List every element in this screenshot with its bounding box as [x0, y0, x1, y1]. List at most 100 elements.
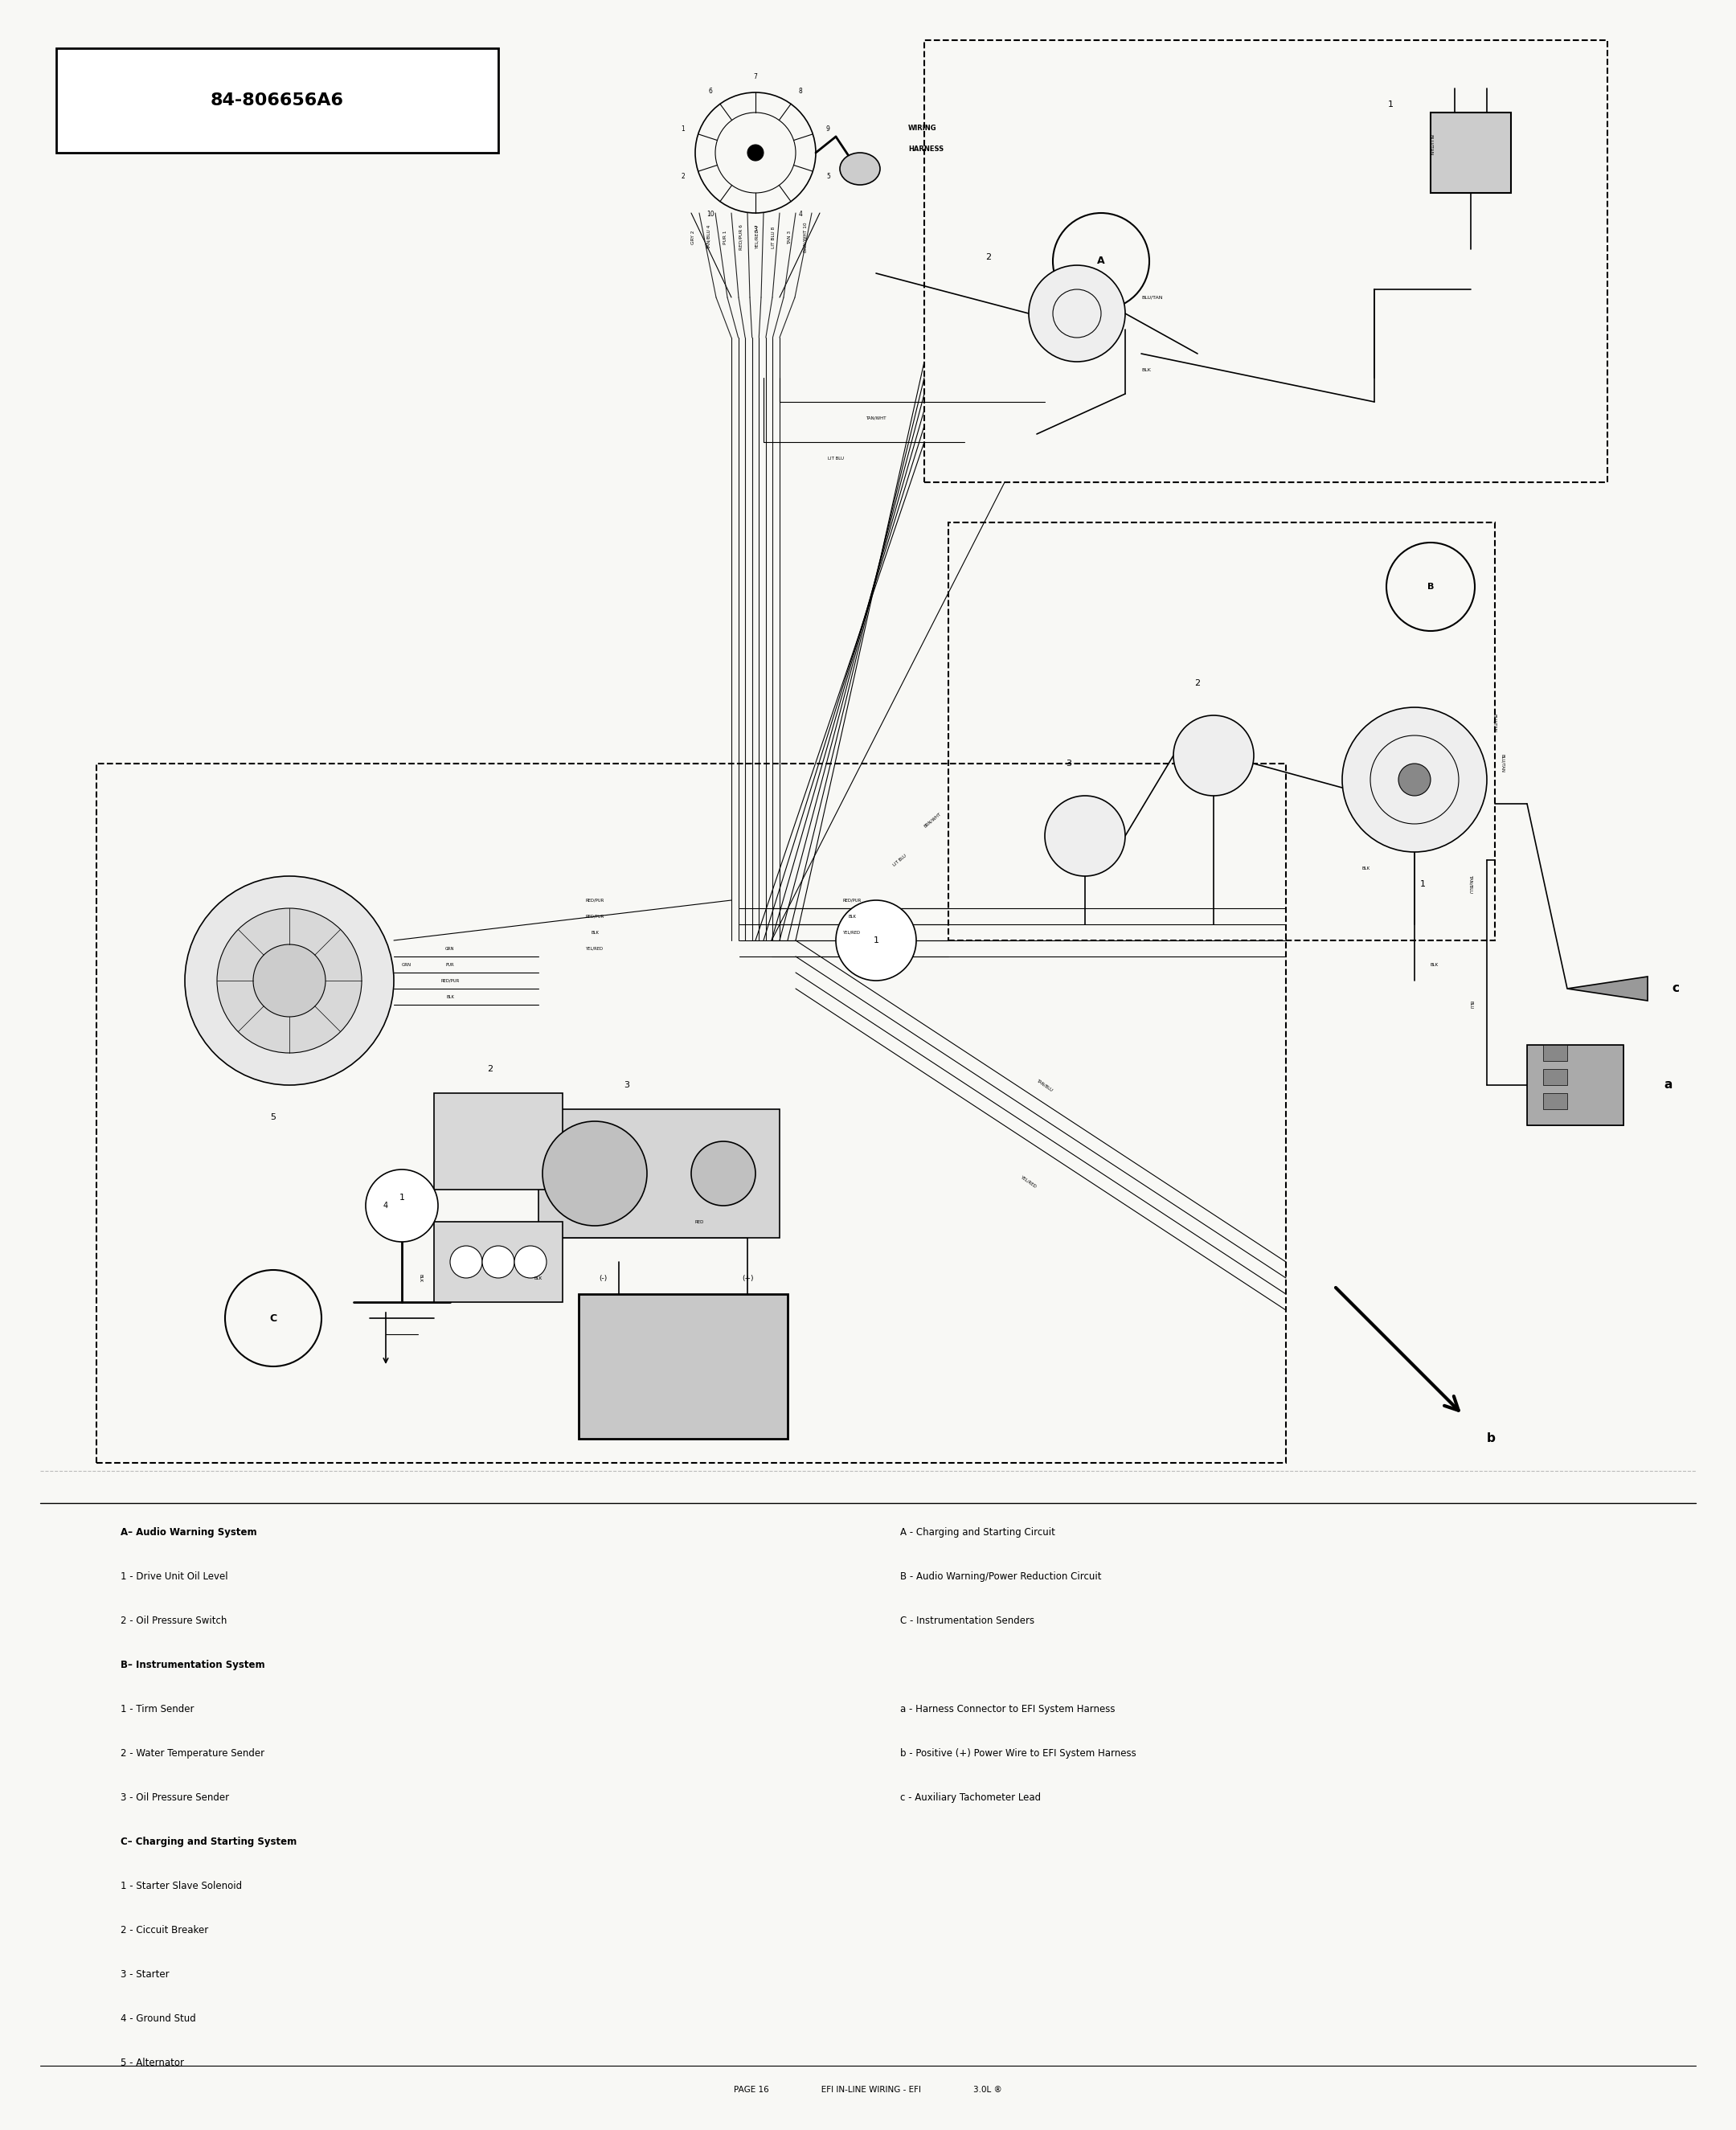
- Text: 1 - Drive Unit Oil Level: 1 - Drive Unit Oil Level: [120, 1572, 227, 1583]
- Text: 8: 8: [799, 87, 802, 94]
- Text: 7: 7: [753, 72, 757, 81]
- Text: 1: 1: [873, 937, 878, 944]
- Text: RED/PUR 6: RED/PUR 6: [740, 224, 743, 249]
- Bar: [1543, 1069, 1568, 1084]
- Text: 3 - Oil Pressure Sender: 3 - Oil Pressure Sender: [120, 1793, 229, 1802]
- Circle shape: [253, 944, 326, 1016]
- Text: 2 - Water Temperature Sender: 2 - Water Temperature Sender: [120, 1749, 264, 1759]
- Circle shape: [835, 901, 917, 980]
- Text: a: a: [1663, 1080, 1672, 1091]
- Text: BLK: BLK: [535, 1276, 543, 1280]
- Text: 1: 1: [681, 126, 684, 132]
- Circle shape: [542, 1120, 648, 1225]
- Circle shape: [691, 1142, 755, 1206]
- Text: 5 - Alternator: 5 - Alternator: [120, 2058, 184, 2068]
- Bar: [1543, 1093, 1568, 1110]
- Text: 10: 10: [707, 211, 715, 217]
- Text: GRN: GRN: [446, 946, 455, 950]
- Text: PUR: PUR: [446, 963, 455, 967]
- Text: WIRING: WIRING: [908, 126, 937, 132]
- Text: 3: 3: [623, 1082, 630, 1088]
- Text: 4: 4: [384, 1201, 389, 1210]
- Text: B– Instrumentation System: B– Instrumentation System: [120, 1659, 266, 1670]
- Text: 5: 5: [271, 1114, 276, 1120]
- Text: RED/PUR: RED/PUR: [585, 914, 604, 918]
- Text: YEL/RED 7: YEL/RED 7: [755, 226, 760, 249]
- Text: BLK: BLK: [418, 1274, 422, 1282]
- Text: BLU: BLU: [1469, 1001, 1472, 1010]
- Circle shape: [514, 1246, 547, 1278]
- Text: RED: RED: [694, 1220, 703, 1225]
- Text: (-): (-): [599, 1274, 608, 1282]
- Bar: [578, 1295, 788, 1438]
- Text: 3: 3: [753, 226, 757, 232]
- Text: PAGE 16                    EFI IN-LINE WIRING - EFI                    3.0L ®: PAGE 16 EFI IN-LINE WIRING - EFI 3.0L ®: [734, 2085, 1002, 2094]
- Circle shape: [1399, 763, 1430, 797]
- Text: (+): (+): [741, 1274, 753, 1282]
- Text: 2: 2: [681, 173, 684, 179]
- Text: 1: 1: [399, 1193, 404, 1201]
- Bar: [1543, 1046, 1568, 1061]
- Text: C– Charging and Starting System: C– Charging and Starting System: [120, 1836, 297, 1847]
- Text: TAN/BLU: TAN/BLU: [1036, 1078, 1054, 1093]
- Text: BRN/WHT: BRN/WHT: [924, 812, 941, 829]
- Text: TAN/BLU: TAN/BLU: [1469, 875, 1472, 892]
- Bar: [1528, 1046, 1623, 1125]
- Circle shape: [450, 1246, 483, 1278]
- Text: 2: 2: [488, 1065, 493, 1074]
- Bar: [97, 763, 1286, 1463]
- Text: A - Charging and Starting Circuit: A - Charging and Starting Circuit: [901, 1527, 1055, 1538]
- Text: 84-806656A6: 84-806656A6: [210, 92, 344, 109]
- Text: A: A: [1097, 256, 1104, 266]
- Bar: [1430, 113, 1510, 194]
- Text: 9: 9: [826, 126, 830, 132]
- Text: RED/PUR: RED/PUR: [441, 978, 460, 982]
- Text: BLK: BLK: [1141, 368, 1151, 373]
- Text: BLK: BLK: [847, 914, 856, 918]
- Text: 2 - Oil Pressure Switch: 2 - Oil Pressure Switch: [120, 1615, 227, 1625]
- Text: BLK: BLK: [446, 995, 455, 999]
- Text: YEL/RED: YEL/RED: [587, 946, 604, 950]
- Circle shape: [217, 907, 361, 1052]
- Bar: [1528, 1046, 1623, 1125]
- Text: 1: 1: [1420, 880, 1425, 888]
- Circle shape: [366, 1169, 437, 1242]
- Text: LIT BLU: LIT BLU: [892, 854, 908, 867]
- Circle shape: [1342, 707, 1486, 852]
- Text: TAN/BLU 4: TAN/BLU 4: [707, 226, 712, 249]
- Text: LIT BLU 8: LIT BLU 8: [771, 226, 776, 247]
- Circle shape: [483, 1246, 514, 1278]
- Circle shape: [1029, 266, 1125, 362]
- Text: RED/PUR: RED/PUR: [842, 899, 861, 903]
- Text: 4: 4: [799, 211, 802, 217]
- Text: BLK: BLK: [590, 931, 599, 935]
- Text: B: B: [1427, 584, 1434, 590]
- Text: TAN/WHT: TAN/WHT: [866, 415, 887, 420]
- Text: BLK: BLK: [1363, 867, 1370, 869]
- Text: b - Positive (+) Power Wire to EFI System Harness: b - Positive (+) Power Wire to EFI Syste…: [901, 1749, 1137, 1759]
- Circle shape: [1045, 797, 1125, 875]
- Circle shape: [1174, 716, 1253, 797]
- Bar: [434, 1093, 562, 1189]
- Text: BRN/WHT 10: BRN/WHT 10: [804, 222, 807, 251]
- Text: a - Harness Connector to EFI System Harness: a - Harness Connector to EFI System Harn…: [901, 1704, 1115, 1715]
- Text: LIT BLU: LIT BLU: [828, 456, 844, 460]
- Text: GRN: GRN: [401, 963, 411, 967]
- Text: 5: 5: [826, 173, 830, 179]
- Text: c - Auxiliary Tachometer Lead: c - Auxiliary Tachometer Lead: [901, 1793, 1042, 1802]
- Text: TAN 3: TAN 3: [788, 230, 792, 245]
- Text: C: C: [269, 1312, 278, 1323]
- Bar: [56, 49, 498, 153]
- Text: YEL/RED: YEL/RED: [844, 931, 861, 935]
- Text: 2 - Ciccuit Breaker: 2 - Ciccuit Breaker: [120, 1926, 208, 1936]
- Text: HARNESS: HARNESS: [908, 145, 944, 153]
- Text: BLU/TAN: BLU/TAN: [1429, 134, 1432, 155]
- Text: 1 - Starter Slave Solenoid: 1 - Starter Slave Solenoid: [120, 1881, 241, 1891]
- Text: 2: 2: [1194, 679, 1200, 688]
- Text: A– Audio Warning System: A– Audio Warning System: [120, 1527, 257, 1538]
- Bar: [434, 1223, 562, 1301]
- Text: YEL/RED: YEL/RED: [1021, 1174, 1038, 1189]
- Text: BLU/TAN: BLU/TAN: [1502, 754, 1505, 773]
- Text: 2: 2: [986, 253, 991, 262]
- Text: RED/PUR: RED/PUR: [585, 899, 604, 903]
